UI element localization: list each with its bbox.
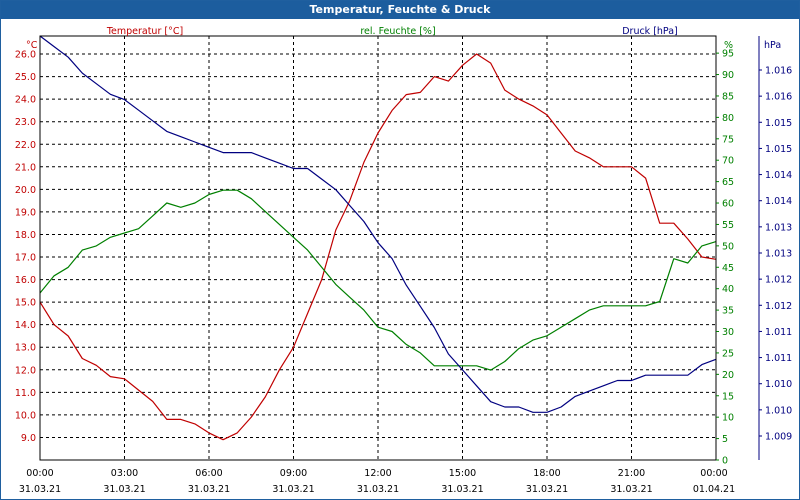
- temperature-tick-label: 11.0: [15, 388, 36, 399]
- x-tick-date: 31.03.21: [526, 484, 568, 495]
- x-tick-time: 00:00: [26, 468, 53, 479]
- humidity-tick-label: 75: [722, 134, 734, 145]
- pressure-tick-label: 1.013: [765, 222, 792, 233]
- humidity-axis-title: rel. Feuchte [%]: [360, 26, 435, 37]
- series-line-humidity: [39, 189, 717, 371]
- humidity-unit-label: %: [724, 40, 733, 51]
- humidity-tick-label: 65: [722, 177, 734, 188]
- grid-layer: [40, 36, 716, 460]
- x-tick-time: 09:00: [280, 468, 307, 479]
- pressure-tick-label: 1.011: [765, 353, 792, 364]
- temperature-axis-title: Temperatur [°C]: [106, 26, 183, 37]
- humidity-tick-label: 90: [722, 70, 734, 81]
- x-tick-date: 31.03.21: [610, 484, 652, 495]
- pressure-tick-label: 1.012: [765, 301, 792, 312]
- humidity-tick-label: 80: [722, 113, 734, 124]
- x-tick-date: 31.03.21: [19, 484, 61, 495]
- series-layer: [39, 35, 717, 441]
- temperature-unit-label: °C: [26, 40, 38, 51]
- pressure-tick-label: 1.014: [765, 170, 792, 181]
- temperature-tick-label: 21.0: [15, 162, 36, 173]
- x-tick-time: 06:00: [195, 468, 222, 479]
- x-tick-date: 01.04.21: [693, 484, 735, 495]
- humidity-tick-label: 25: [722, 348, 734, 359]
- humidity-tick-label: 70: [722, 156, 734, 167]
- plot-border: [39, 35, 717, 461]
- temperature-tick-label: 23.0: [15, 117, 36, 128]
- pressure-tick-label: 1.011: [765, 327, 792, 338]
- pressure-tick-label: 1.013: [765, 249, 792, 260]
- humidity-tick-label: 85: [722, 91, 734, 102]
- temperature-tick-label: 18.0: [15, 230, 36, 241]
- temperature-tick-label: 16.0: [15, 275, 36, 286]
- humidity-tick-label: 60: [722, 199, 734, 210]
- humidity-tick-label: 45: [722, 263, 734, 274]
- pressure-unit-label: hPa: [764, 40, 781, 51]
- temperature-tick-label: 25.0: [15, 72, 36, 83]
- temperature-tick-label: 14.0: [15, 320, 36, 331]
- temperature-tick-label: 22.0: [15, 140, 36, 151]
- x-tick-date: 31.03.21: [357, 484, 399, 495]
- humidity-tick-label: 30: [722, 327, 734, 338]
- x-tick-date: 31.03.21: [441, 484, 483, 495]
- temperature-tick-label: 10.0: [15, 410, 36, 421]
- humidity-tick-label: 5: [722, 434, 728, 445]
- pressure-tick-label: 1.009: [765, 432, 792, 443]
- humidity-tick-label: 20: [722, 370, 734, 381]
- pressure-tick-label: 1.016: [765, 66, 792, 77]
- temperature-tick-label: 19.0: [15, 207, 36, 218]
- humidity-tick-label: 35: [722, 306, 734, 317]
- humidity-tick-label: 40: [722, 284, 734, 295]
- humidity-tick-label: 0: [722, 456, 728, 467]
- x-tick-time: 18:00: [533, 468, 560, 479]
- x-tick-time: 21:00: [618, 468, 645, 479]
- humidity-tick-label: 95: [722, 49, 734, 60]
- chart-title: Temperatur, Feuchte & Druck: [1, 1, 799, 19]
- x-tick-time: 12:00: [364, 468, 391, 479]
- pressure-axis-title: Druck [hPa]: [622, 26, 678, 37]
- series-line-temperature: [39, 53, 717, 441]
- x-tick-time: 03:00: [111, 468, 138, 479]
- series-line-pressure: [39, 35, 717, 413]
- humidity-tick-label: 50: [722, 241, 734, 252]
- x-tick-date: 31.03.21: [272, 484, 314, 495]
- pressure-tick-label: 1.010: [765, 405, 792, 416]
- x-tick-time: 15:00: [449, 468, 476, 479]
- x-tick-date: 31.03.21: [103, 484, 145, 495]
- pressure-tick-label: 1.015: [765, 118, 792, 129]
- temperature-tick-label: 20.0: [15, 185, 36, 196]
- pressure-tick-label: 1.010: [765, 379, 792, 390]
- humidity-tick-label: 10: [722, 413, 734, 424]
- temperature-tick-label: 15.0: [15, 298, 36, 309]
- pressure-tick-label: 1.015: [765, 144, 792, 155]
- x-tick-date: 31.03.21: [188, 484, 230, 495]
- pressure-tick-label: 1.012: [765, 275, 792, 286]
- temperature-tick-label: 13.0: [15, 343, 36, 354]
- temperature-tick-label: 12.0: [15, 365, 36, 376]
- temperature-tick-label: 24.0: [15, 95, 36, 106]
- temperature-tick-label: 26.0: [15, 50, 36, 61]
- humidity-tick-label: 15: [722, 391, 734, 402]
- pressure-tick-label: 1.016: [765, 92, 792, 103]
- humidity-tick-label: 55: [722, 220, 734, 231]
- x-tick-time: 00:00: [700, 468, 727, 479]
- temperature-tick-label: 9.0: [21, 433, 36, 444]
- axis-layer: 00:00 31.03.21 03:00 31.03.21 06:00 31.03.21 0…: [15, 36, 792, 495]
- pressure-tick-label: 1.014: [765, 196, 792, 207]
- temperature-tick-label: 17.0: [15, 253, 36, 264]
